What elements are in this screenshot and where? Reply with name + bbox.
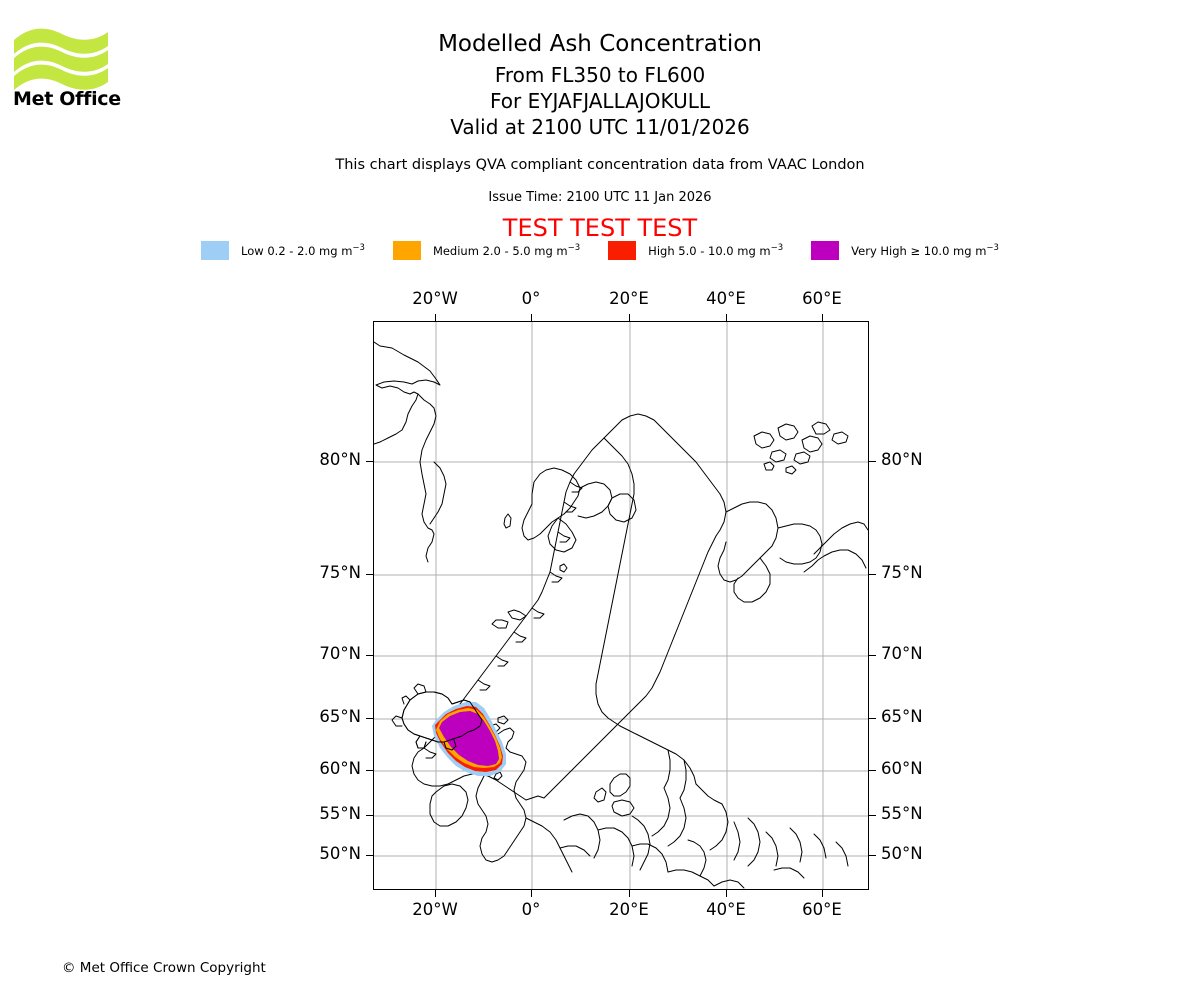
lon-label-top--20: 20°W: [412, 289, 458, 308]
legend-label-medium: Medium 2.0 - 5.0 mg m−3: [432, 243, 581, 258]
lat-label-left-55: 55°N: [319, 804, 361, 823]
lon-tick-bottom-40: [726, 890, 728, 897]
graticule-gridlines: [374, 322, 868, 889]
lat-label-right-80: 80°N: [881, 450, 923, 469]
legend-swatch-high: [608, 241, 637, 260]
lat-tick-right-65: [869, 718, 876, 720]
page-title: Modelled Ash Concentration: [438, 31, 762, 57]
lat-tick-left-75: [366, 574, 373, 576]
lat-tick-right-80: [869, 461, 876, 463]
lat-tick-left-60: [366, 770, 373, 772]
lon-tick-top-0: [531, 314, 533, 321]
legend-item-low: Low 0.2 - 2.0 mg m−3: [201, 241, 365, 260]
lat-label-right-55: 55°N: [881, 804, 923, 823]
map-canvas: [374, 322, 868, 889]
legend-label-very-high: Very High ≥ 10.0 mg m−3: [851, 243, 999, 258]
legend-swatch-low: [201, 241, 230, 260]
lon-label-top-20: 20°E: [609, 289, 649, 308]
legend-swatch-very-high: [811, 241, 840, 260]
lon-tick-top--20: [435, 314, 437, 321]
legend-item-very-high: Very High ≥ 10.0 mg m−3: [811, 241, 999, 260]
lon-tick-bottom-0: [531, 890, 533, 897]
legend-label-low: Low 0.2 - 2.0 mg m−3: [241, 243, 365, 258]
lon-tick-bottom-60: [822, 890, 824, 897]
coastlines: [374, 341, 868, 889]
ash-concentration-map: [373, 321, 869, 890]
lat-tick-left-50: [366, 855, 373, 857]
lat-tick-left-55: [366, 815, 373, 817]
lat-tick-left-80: [366, 461, 373, 463]
lat-label-right-75: 75°N: [881, 563, 923, 582]
iceland-coastline-overlay: [401, 691, 483, 751]
lon-tick-top-20: [629, 314, 631, 321]
lat-tick-left-65: [366, 718, 373, 720]
copyright-notice: © Met Office Crown Copyright: [62, 960, 266, 976]
met-office-logo: [12, 24, 122, 114]
legend-item-high: High 5.0 - 10.0 mg m−3: [608, 241, 783, 260]
ash-plume: [432, 702, 506, 776]
lon-tick-bottom-20: [629, 890, 631, 897]
legend-item-medium: Medium 2.0 - 5.0 mg m−3: [392, 241, 581, 260]
map-frame: [373, 321, 869, 890]
lat-label-left-75: 75°N: [319, 563, 361, 582]
qva-note: This chart displays QVA compliant concen…: [335, 157, 865, 173]
lat-label-left-80: 80°N: [319, 450, 361, 469]
lon-label-top-0: 0°: [521, 289, 541, 308]
issue-time: Issue Time: 2100 UTC 11 Jan 2026: [488, 190, 712, 205]
lon-tick-top-60: [822, 314, 824, 321]
legend-exponent-medium: −3: [567, 243, 581, 254]
legend-exponent-high: −3: [770, 243, 784, 254]
volcano-name: For EYJAFJALLAJOKULL: [490, 89, 710, 113]
legend-exponent-low: −3: [352, 243, 365, 254]
lon-label-bottom-20: 20°E: [609, 900, 649, 919]
lat-label-right-60: 60°N: [881, 759, 923, 778]
test-banner: TEST TEST TEST: [502, 214, 698, 242]
lon-label-bottom--20: 20°W: [412, 900, 458, 919]
lat-tick-right-75: [869, 574, 876, 576]
lat-label-left-60: 60°N: [319, 759, 361, 778]
lat-label-right-50: 50°N: [881, 844, 923, 863]
legend-exponent-very-high: −3: [986, 243, 999, 254]
lat-tick-left-70: [366, 655, 373, 657]
lat-label-left-65: 65°N: [319, 707, 361, 726]
lat-label-left-70: 70°N: [319, 644, 361, 663]
lat-label-left-50: 50°N: [319, 844, 361, 863]
flight-level-range: From FL350 to FL600: [494, 63, 706, 87]
lat-tick-right-55: [869, 815, 876, 817]
valid-time: Valid at 2100 UTC 11/01/2026: [450, 115, 750, 139]
concentration-legend: Low 0.2 - 2.0 mg m−3 Medium 2.0 - 5.0 mg …: [0, 241, 1200, 260]
legend-label-high: High 5.0 - 10.0 mg m−3: [648, 243, 784, 258]
met-office-logo-text: Met Office: [13, 88, 121, 110]
lon-label-bottom-0: 0°: [521, 900, 541, 919]
lat-label-right-70: 70°N: [881, 644, 923, 663]
lon-tick-top-40: [726, 314, 728, 321]
lon-tick-bottom--20: [435, 890, 437, 897]
lon-label-top-60: 60°E: [802, 289, 842, 308]
lat-tick-right-60: [869, 770, 876, 772]
lon-label-bottom-40: 40°E: [706, 900, 746, 919]
lon-label-bottom-60: 60°E: [802, 900, 842, 919]
lon-label-top-40: 40°E: [706, 289, 746, 308]
lat-tick-right-70: [869, 655, 876, 657]
legend-swatch-medium: [392, 241, 421, 260]
ash-contour-very-high: [439, 711, 499, 766]
lat-tick-right-50: [869, 855, 876, 857]
lat-label-right-65: 65°N: [881, 707, 923, 726]
